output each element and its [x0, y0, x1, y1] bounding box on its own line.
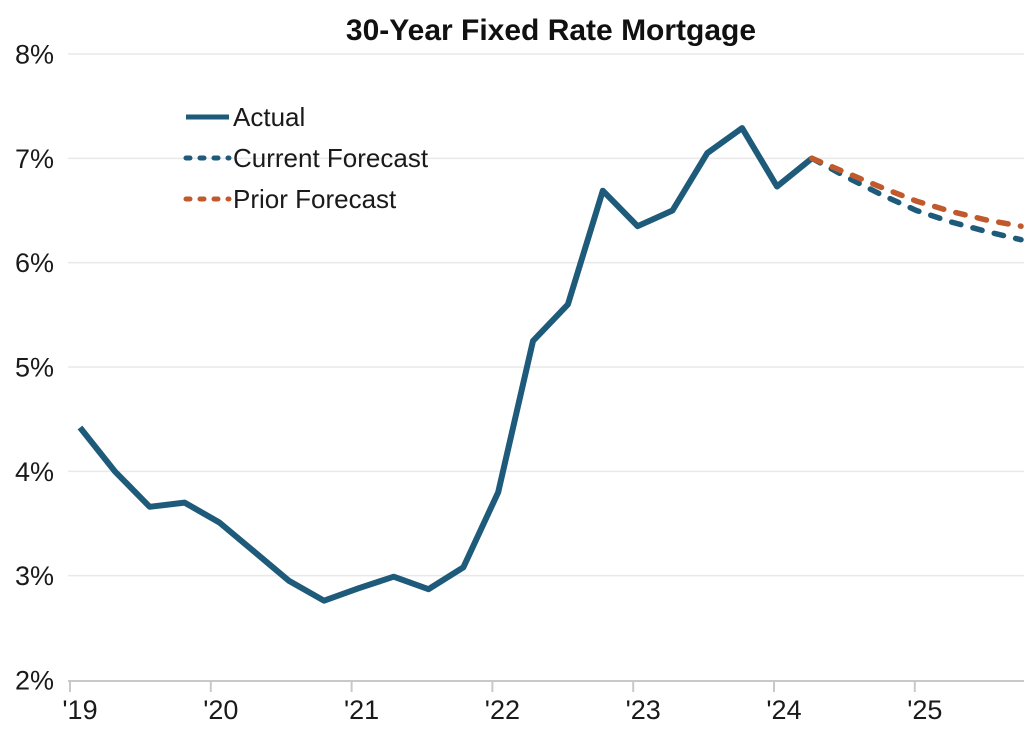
current-forecast-line — [809, 155, 1024, 243]
legend-label-prior-forecast: Prior Forecast — [233, 184, 397, 214]
actual-line — [77, 125, 814, 604]
y-tick-label-5pct: 5% — [15, 353, 54, 383]
prior-forecast-line — [809, 155, 1024, 229]
x-axis-labels: '19 '20 '21 '22 '23 '24 '25 — [62, 695, 942, 725]
x-tick-label-23: '23 — [626, 695, 661, 725]
y-tick-label-7pct: 7% — [15, 144, 54, 174]
y-tick-label-4pct: 4% — [15, 457, 54, 487]
y-tick-label-6pct: 6% — [15, 248, 54, 278]
legend-label-current-forecast: Current Forecast — [233, 143, 429, 173]
y-axis-labels: 2% 3% 4% 5% 6% 7% 8% — [15, 40, 54, 696]
x-axis — [68, 680, 1024, 692]
legend-item-current-forecast: Current Forecast — [183, 143, 429, 173]
gridlines — [68, 53, 1024, 577]
legend-item-actual: Actual — [186, 102, 305, 132]
legend-label-actual: Actual — [233, 102, 305, 132]
y-tick-label-2pct: 2% — [15, 666, 54, 696]
x-tick-label-24: '24 — [766, 695, 801, 725]
x-tick-label-19: '19 — [62, 695, 97, 725]
chart-title: 30-Year Fixed Rate Mortgage — [346, 14, 756, 47]
series-lines — [77, 125, 1024, 604]
x-tick-label-20: '20 — [203, 695, 238, 725]
y-tick-label-3pct: 3% — [15, 561, 54, 591]
legend: Actual Current Forecast Prior Forecast — [183, 102, 429, 214]
y-tick-label-8pct: 8% — [15, 40, 54, 70]
x-tick-label-25: '25 — [907, 695, 942, 725]
legend-item-prior-forecast: Prior Forecast — [183, 184, 397, 214]
x-tick-label-21: '21 — [344, 695, 379, 725]
x-tick-label-22: '22 — [485, 695, 520, 725]
